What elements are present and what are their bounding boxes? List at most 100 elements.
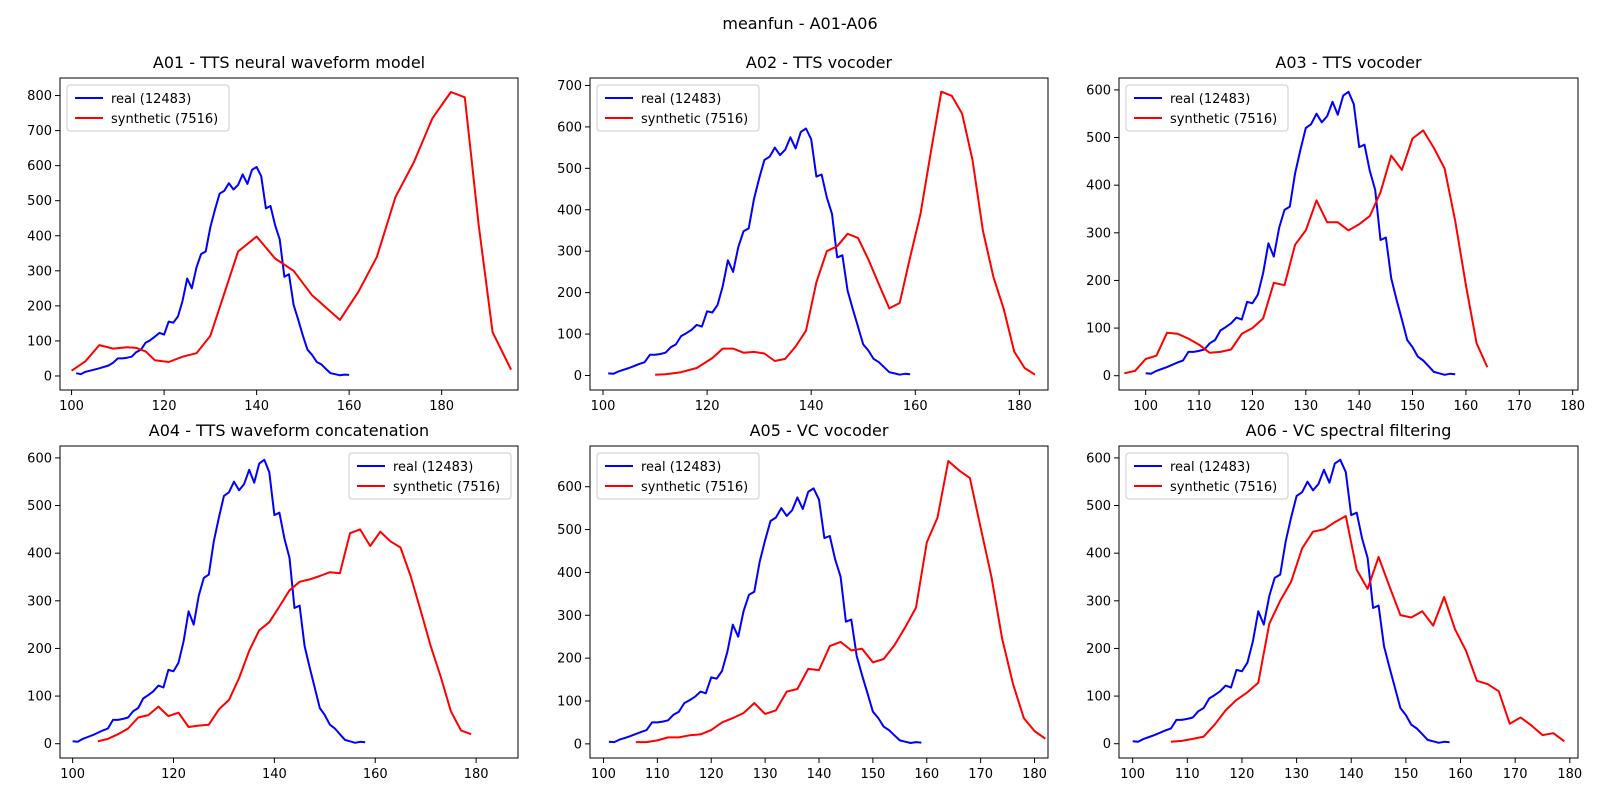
legend: real (12483) synthetic (7516) [1125,84,1289,132]
y-tick-label: 100 [1086,322,1111,337]
x-tick-label: 140 [799,399,824,414]
legend-label: real (12483) [393,460,473,475]
x-tick-label: 170 [968,767,993,782]
legend-label: synthetic (7516) [111,112,218,127]
axes-frame [1118,445,1579,759]
y-tick-label: 200 [27,642,52,657]
y-tick-label: 0 [1103,737,1111,752]
y-tick-label: 200 [557,286,582,301]
figure-title: meanfun - A01-A06 [722,14,877,33]
subplot-6: A06 - VC spectral filtering 100 110 120 130 1… [1086,421,1582,782]
x-tick-label: 150 [1393,767,1418,782]
legend-box [596,452,760,500]
y-tick-label: 400 [1086,179,1111,194]
x-tick-label: 160 [1454,399,1479,414]
y-tick-label: 500 [1086,131,1111,146]
x-tick-label: 100 [1133,399,1158,414]
x-tick-label: 130 [1293,399,1318,414]
y-tick-label: 600 [557,480,582,495]
x-tick-label: 130 [1284,767,1309,782]
subplot-title: A04 - TTS waveform concatenation [149,421,429,440]
axes-frame [59,445,519,759]
x-tick-label: 170 [1507,399,1532,414]
x-tick-label: 160 [363,767,388,782]
legend-label: real (12483) [111,92,191,107]
y-tick-label: 300 [557,609,582,624]
legend-label: real (12483) [641,92,721,107]
legend: real (12483) synthetic (7516) [596,452,760,500]
series-line-real [1132,458,1450,744]
series-line-real [75,166,350,377]
y-tick-label: 500 [557,523,582,538]
y-tick-label: 700 [27,124,52,139]
subplot-title: A05 - VC vocoder [750,421,889,440]
y-tick-label: 300 [1086,226,1111,241]
series-line-synthetic [635,460,1046,744]
x-tick-label: 120 [161,767,186,782]
legend: real (12483) synthetic (7516) [348,452,512,500]
y-tick-label: 400 [27,547,52,562]
legend: real (12483) synthetic (7516) [66,84,230,132]
x-tick-label: 120 [699,767,724,782]
x-tick-label: 140 [244,399,269,414]
y-tick-label: 200 [1086,642,1111,657]
legend-label: synthetic (7516) [641,112,748,127]
y-tick-label: 500 [1086,499,1111,514]
y-tick-label: 100 [557,328,582,343]
y-tick-label: 400 [27,229,52,244]
y-tick-label: 400 [557,203,582,218]
y-tick-label: 800 [27,89,52,104]
legend: real (12483) synthetic (7516) [1125,452,1289,500]
x-tick-label: 160 [914,767,939,782]
y-tick-label: 600 [1086,83,1111,98]
subplot-3: A03 - TTS vocoder 100 110 120 130 140 150 160 17… [1086,53,1585,414]
legend-box [596,84,760,132]
legend: real (12483) synthetic (7516) [596,84,760,132]
series-line-real [72,458,366,744]
legend-box [1125,84,1289,132]
series-line-real [1145,90,1456,376]
y-tick-label: 600 [1086,451,1111,466]
y-tick-label: 500 [557,162,582,177]
subplot-1: A01 - TTS neural waveform model 100 120 140… [27,53,519,414]
x-tick-label: 140 [807,767,832,782]
y-tick-label: 300 [27,264,52,279]
y-tick-label: 200 [557,652,582,667]
subplot-title: A02 - TTS vocoder [746,53,893,72]
y-tick-label: 0 [44,369,52,384]
series-line-synthetic [655,90,1036,376]
y-tick-label: 300 [557,245,582,260]
y-tick-label: 600 [557,120,582,135]
x-tick-label: 100 [60,767,85,782]
x-tick-label: 100 [591,767,616,782]
y-tick-label: 400 [557,566,582,581]
y-tick-label: 500 [27,194,52,209]
x-tick-label: 100 [591,399,616,414]
x-tick-label: 180 [1007,399,1032,414]
y-tick-label: 700 [557,79,582,94]
axes-frame [1118,77,1579,391]
x-tick-label: 120 [152,399,177,414]
y-tick-label: 0 [1103,369,1111,384]
axes-frame [589,77,1049,391]
x-tick-label: 120 [695,399,720,414]
x-tick-label: 130 [753,767,778,782]
y-tick-label: 100 [27,334,52,349]
x-tick-label: 140 [1347,399,1372,414]
y-tick-label: 0 [574,369,582,384]
series-line-synthetic [1124,129,1489,375]
x-tick-label: 180 [429,399,454,414]
x-tick-label: 180 [1557,767,1582,782]
subplot-2: A02 - TTS vocoder 100 120 140 160 180 0 100 200 3… [557,53,1049,414]
x-tick-label: 180 [1022,767,1047,782]
series-line-real [608,487,922,744]
y-tick-label: 0 [44,737,52,752]
x-tick-label: 100 [1120,767,1145,782]
legend-label: synthetic (7516) [1170,480,1277,495]
x-tick-label: 160 [1448,767,1473,782]
x-tick-label: 160 [337,399,362,414]
y-tick-label: 300 [1086,594,1111,609]
legend-label: synthetic (7516) [393,480,500,495]
x-tick-label: 150 [860,767,885,782]
